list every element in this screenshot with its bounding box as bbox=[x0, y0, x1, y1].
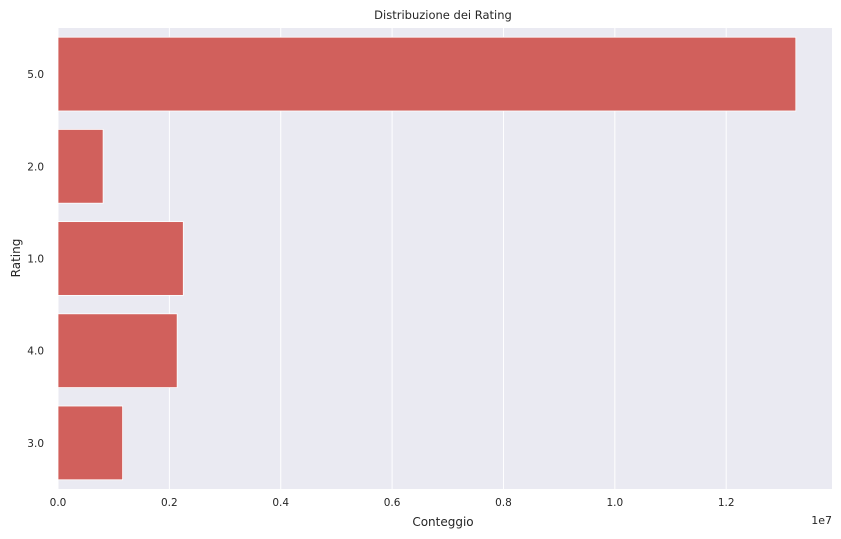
x-tick-label: 0.0 bbox=[50, 497, 67, 509]
x-tick-labels: 0.0 0.2 0.4 0.6 0.8 1.0 1.2 bbox=[50, 497, 735, 509]
x-axis-label: Conteggio bbox=[412, 515, 473, 529]
bar-rating-1-0 bbox=[57, 221, 184, 296]
x-tick-label: 0.8 bbox=[495, 497, 512, 509]
bar-rating-5-0 bbox=[57, 36, 797, 112]
bar-rating-4-0 bbox=[57, 313, 178, 388]
chart-title: Distribuzione dei Rating bbox=[374, 8, 512, 22]
x-tick-label: 1.0 bbox=[606, 497, 623, 509]
y-tick-label: 5.0 bbox=[27, 69, 44, 81]
y-tick-labels: 5.0 2.0 1.0 4.0 3.0 bbox=[27, 69, 44, 450]
x-tick-label: 0.4 bbox=[272, 497, 289, 509]
x-tick-label: 0.2 bbox=[161, 497, 178, 509]
bar-rating-3-0 bbox=[57, 405, 123, 481]
x-tick-label: 1.2 bbox=[718, 497, 735, 509]
x-tick-label: 0.6 bbox=[384, 497, 401, 509]
bar-rating-2-0 bbox=[57, 129, 104, 204]
bars bbox=[57, 36, 797, 481]
y-tick-label: 3.0 bbox=[27, 438, 44, 450]
y-axis-label: Rating bbox=[9, 239, 23, 278]
x-axis-multiplier: 1e7 bbox=[811, 514, 832, 527]
y-tick-label: 1.0 bbox=[27, 254, 44, 266]
y-tick-label: 2.0 bbox=[27, 161, 44, 173]
y-tick-label: 4.0 bbox=[27, 346, 44, 358]
